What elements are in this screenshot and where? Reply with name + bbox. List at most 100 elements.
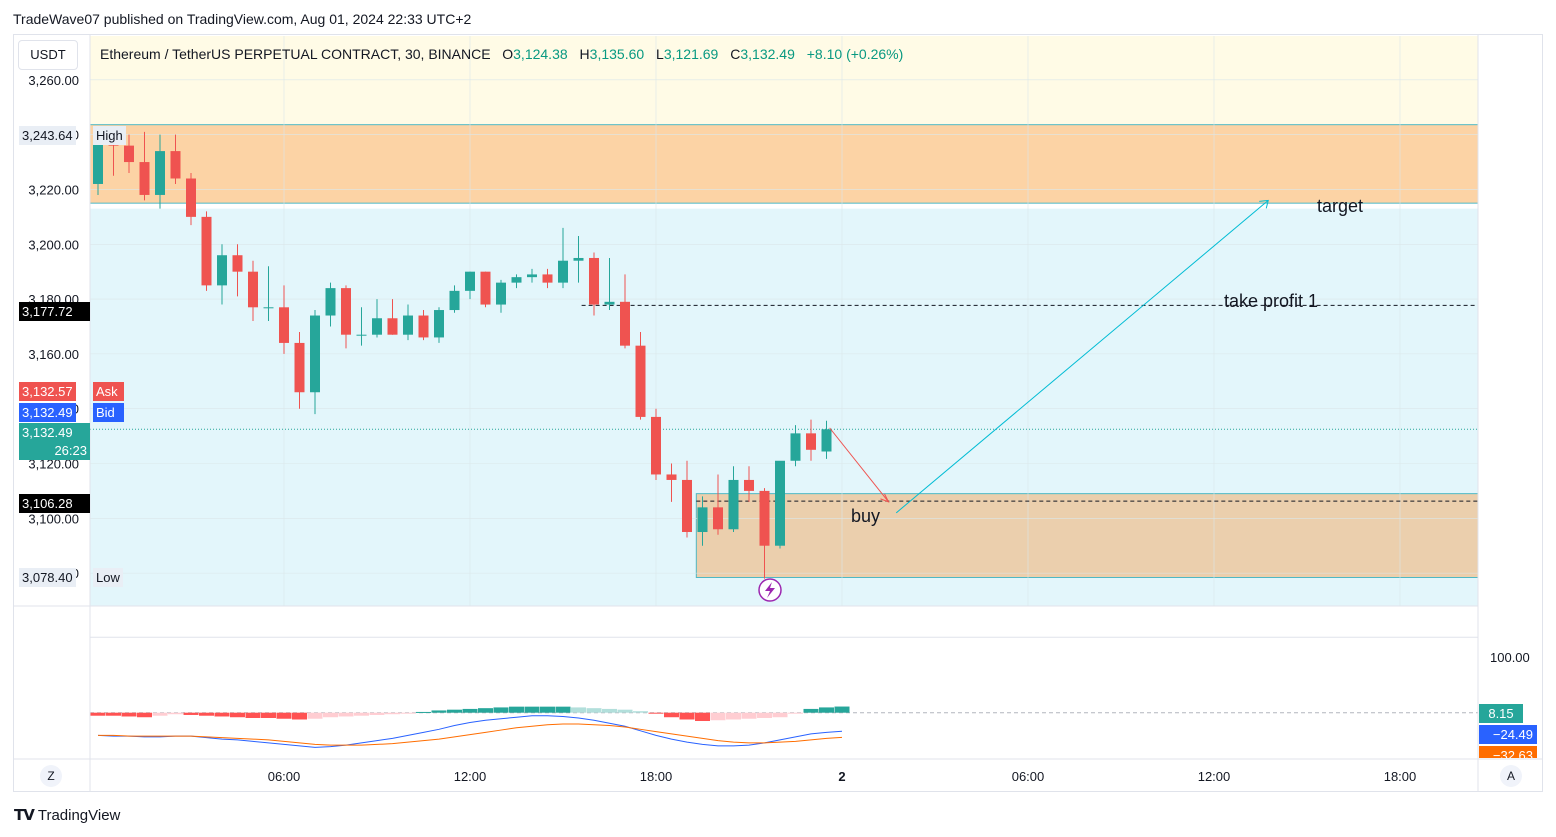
candle-body [341,288,351,335]
histogram-bar [524,706,540,713]
histogram-bar [106,712,121,716]
candle-body [418,315,429,338]
x-tick-label: 12:00 [1198,769,1231,784]
histogram-bar [292,712,307,720]
open-value: 3,124.38 [513,46,568,62]
histogram-bar [555,706,571,713]
chart-frame [13,34,1543,792]
x-tick-label: 18:00 [1384,769,1417,784]
histogram-bar [276,712,292,719]
candle-body [248,271,258,308]
candle-body [775,460,785,546]
a-button[interactable]: A [1500,765,1522,787]
histogram-bar [509,706,524,713]
x-tick-label: 06:00 [268,769,301,784]
candle-body [589,257,599,305]
projection-up-arrowhead [1259,199,1269,209]
histogram-bar [416,711,431,713]
osc-level-label: 100.00 [1490,650,1530,665]
high-price-tag: 3,243.64 [19,126,76,145]
candle-body [496,282,506,305]
tv-logo-icon: TV [14,806,35,824]
histogram-bar [772,712,788,718]
change-value: +8.10 (+0.26%) [806,46,904,62]
histogram-bar [183,712,199,715]
candle-body [139,162,150,195]
projection-down-arrowhead [880,493,890,503]
candle-body [558,260,568,283]
histogram-bar [803,708,819,713]
candle-body [620,301,630,346]
bid-tag-label: Bid [93,403,124,422]
demand-zone [695,493,1479,578]
take-profit-label: take profit 1 [1224,291,1318,311]
histogram-bar [664,712,679,718]
histogram-bar [819,707,834,713]
signal-value-tag: −32.63 [1479,746,1537,758]
buy-price-tag: 3,106.28 [19,494,90,513]
candle-body [604,301,615,305]
candle-body [821,429,832,452]
candle-body [573,257,584,261]
open-label: O [502,46,514,62]
low-tag-label: Low [93,568,123,587]
candle-body [232,255,243,272]
hist-value-tag: 8.15 [1479,704,1523,723]
histogram-bar [168,712,183,715]
histogram-bar [447,709,462,713]
y-tick-label: 3,260.00 [28,73,79,88]
candle-body [651,416,661,475]
histogram-bar [214,712,230,717]
candle-body [294,342,305,393]
projection-up-line [895,200,1269,514]
candle-body [279,307,289,343]
z-button[interactable]: Z [40,765,62,787]
histogram-bar [245,712,261,718]
candle-body [465,271,475,291]
currency-button[interactable]: USDT [18,40,78,70]
bid-price-tag: 3,132.49 [19,403,76,422]
histogram-bar [431,710,447,713]
candle-body [263,307,274,309]
candle-body [356,334,367,336]
ask-price-tag: 3,132.57 [19,382,76,401]
candle-body [449,290,460,311]
tradingview-logo[interactable]: TV TradingView [14,806,120,824]
low-price-tag: 3,078.40 [19,568,76,587]
histogram-bar [633,711,648,713]
take-profit-price-tag: 3,177.72 [19,302,90,321]
flash-icon[interactable] [758,578,782,602]
histogram-bar [493,707,509,713]
histogram-bar [648,712,664,714]
histogram-bar [323,712,338,718]
histogram-bar [788,712,803,714]
target-label: target [1317,196,1363,216]
candle-body [387,318,398,335]
candle-body [186,178,196,217]
candle-body [201,216,212,286]
ask-tag-label: Ask [93,382,124,401]
histogram-bar [230,712,245,718]
macd-line [97,715,843,748]
candle-body [403,315,413,335]
x-tick-label: 18:00 [640,769,673,784]
candle-body [728,479,739,530]
signal-value-text: −32.63 [1492,748,1533,758]
high-tag-label: High [93,126,126,145]
candle-body [325,288,336,316]
histogram-bar [90,712,106,716]
premium-zone [90,36,1478,125]
histogram-bar [695,712,710,722]
y-tick-label: 3,200.00 [28,237,79,252]
buy-label: buy [851,506,880,526]
histogram-bar [741,712,757,719]
candle-body [527,274,537,278]
histogram-bar [307,712,323,719]
histogram-bar [137,712,152,718]
candle-body [434,310,444,338]
close-label: C [730,46,741,62]
histogram-bar [369,712,385,715]
histogram-bar [540,706,555,713]
candle-body [759,490,770,546]
